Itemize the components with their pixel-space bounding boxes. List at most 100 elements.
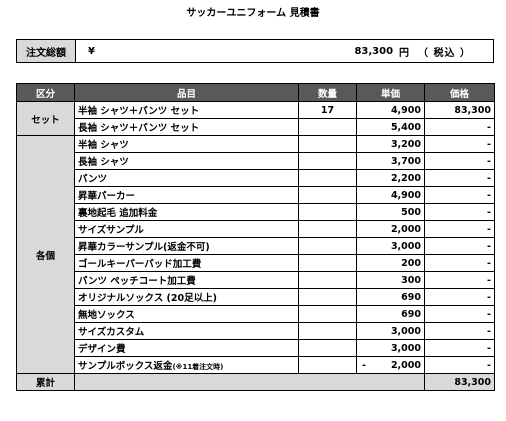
item-price: -	[424, 356, 495, 374]
item-price: -	[424, 186, 495, 204]
item-price: -	[424, 254, 495, 272]
item-quantity[interactable]	[298, 203, 357, 221]
yen-symbol: ¥	[88, 45, 95, 57]
header-unit-price: 単価	[356, 83, 425, 102]
item-quantity[interactable]: 17	[298, 101, 357, 119]
table-row: 昇華パーカー 4,900 -	[17, 186, 495, 204]
item-quantity[interactable]	[298, 186, 357, 204]
item-unit-price: 690	[356, 305, 425, 323]
item-unit-price: 5,400	[356, 118, 425, 136]
sum-label: 累計	[16, 373, 75, 391]
header-category: 区分	[16, 83, 75, 102]
item-unit-price: 200	[356, 254, 425, 272]
item-unit-price: 300	[356, 271, 425, 289]
item-unit-price: 3,000	[356, 322, 425, 340]
table-row: 無地ソックス 690 -	[17, 305, 495, 323]
item-unit-price: 3,200	[356, 135, 425, 153]
order-total-tax-note: （ 税込 ）	[418, 47, 471, 59]
item-price: -	[424, 339, 495, 357]
table-row: セット 半袖 シャツ＋パンツ セット 17 4,900 83,300	[16, 101, 495, 136]
table-row: 長袖 シャツ 3,700 -	[17, 152, 495, 170]
table-row: 裏地起毛 追加料金 500 -	[17, 203, 495, 221]
item-unit-price-value: 2,000	[390, 359, 421, 371]
table-row: サイズカスタム 3,000 -	[17, 322, 495, 340]
item-name: 昇華パーカー	[74, 186, 299, 204]
item-unit-price: 3,000	[356, 339, 425, 357]
item-price: -	[424, 271, 495, 289]
item-quantity[interactable]	[298, 152, 357, 170]
item-quantity[interactable]	[298, 305, 357, 323]
item-price: -	[424, 288, 495, 306]
sum-total: 83,300	[424, 373, 495, 391]
order-total-amount: 83,300	[354, 45, 394, 57]
item-name: オリジナルソックス (20足以上)	[74, 288, 299, 306]
item-quantity[interactable]	[298, 237, 357, 255]
item-name: 昇華カラーサンプル(返金不可)	[74, 237, 299, 255]
quote-table: 区分 品目 数量 単価 価格 セット 半袖 シャツ＋パンツ セット 17 4,9…	[16, 83, 495, 391]
item-quantity[interactable]	[298, 288, 357, 306]
table-row: サイズサンプル 2,000 -	[17, 220, 495, 238]
item-name: 裏地起毛 追加料金	[74, 203, 299, 221]
item-unit-price: 2,200	[356, 169, 425, 187]
negative-sign: -	[362, 359, 366, 371]
item-unit-price: - 2,000	[356, 356, 425, 374]
item-price: -	[424, 118, 495, 136]
header-price: 価格	[424, 83, 495, 102]
item-unit-price: 500	[356, 203, 425, 221]
item-unit-price: 690	[356, 288, 425, 306]
table-row: 昇華カラーサンプル(返金不可) 3,000 -	[17, 237, 495, 255]
item-name: サイズサンプル	[74, 220, 299, 238]
item-quantity[interactable]	[298, 271, 357, 289]
item-quantity[interactable]	[298, 254, 357, 272]
item-name: パンツ ペッチコート加工費	[74, 271, 299, 289]
sum-spacer	[74, 373, 425, 391]
category-each: 各個	[16, 135, 75, 374]
item-price: -	[424, 237, 495, 255]
item-unit-price: 4,900	[356, 101, 425, 119]
sum-row: 累計 83,300	[16, 373, 495, 391]
item-quantity[interactable]	[298, 118, 357, 136]
table-header-row: 区分 品目 数量 単価 価格	[16, 83, 495, 102]
table-row: パンツ 2,200 -	[17, 169, 495, 187]
table-row: ゴールキーパーパッド加工費 200 -	[17, 254, 495, 272]
item-name: 半袖 シャツ	[74, 135, 299, 153]
order-total-box: 注文総額 ¥ 83,300 円 （ 税込 ）	[16, 39, 494, 63]
header-item: 品目	[74, 83, 299, 102]
item-quantity[interactable]	[298, 322, 357, 340]
item-name: 長袖 シャツ＋パンツ セット	[74, 118, 299, 136]
item-unit-price: 4,900	[356, 186, 425, 204]
table-row: デザイン費 3,000 -	[17, 339, 495, 357]
table-row: サンプルボックス返金(※11着注文時) -2,000 -	[17, 356, 495, 374]
item-price: -	[424, 169, 495, 187]
item-name: 長袖 シャツ	[74, 152, 299, 170]
item-name: サイズカスタム	[74, 322, 299, 340]
table-row: パンツ ペッチコート加工費 300 -	[17, 271, 495, 289]
item-price: -	[424, 220, 495, 238]
item-name: 無地ソックス	[74, 305, 299, 323]
page-title: サッカーユニフォーム 見積書	[186, 8, 320, 19]
item-price: -	[424, 135, 495, 153]
item-price: -	[424, 305, 495, 323]
header-quantity: 数量	[298, 83, 357, 102]
item-quantity[interactable]	[298, 339, 357, 357]
item-unit-price: 3,700	[356, 152, 425, 170]
table-row: 長袖 シャツ＋パンツ セット 5,400 -	[17, 118, 495, 136]
item-unit-price: 3,000	[356, 237, 425, 255]
item-quantity[interactable]	[298, 356, 357, 374]
item-name: デザイン費	[74, 339, 299, 357]
table-row: 各個 半袖 シャツ 3,200 -	[16, 135, 495, 374]
order-total-unit: 円	[399, 47, 411, 59]
item-note: (※11着注文時)	[172, 363, 224, 371]
item-price: -	[424, 322, 495, 340]
item-price: -	[424, 203, 495, 221]
item-quantity[interactable]	[298, 135, 357, 153]
item-name-text: サンプルボックス返金	[78, 361, 173, 372]
item-name: サンプルボックス返金(※11着注文時)	[74, 356, 299, 374]
table-row: オリジナルソックス (20足以上) 690 -	[17, 288, 495, 306]
item-quantity[interactable]	[298, 169, 357, 187]
item-price: 83,300	[424, 101, 495, 119]
item-quantity[interactable]	[298, 220, 357, 238]
item-price: -	[424, 152, 495, 170]
order-total-label: 注文総額	[17, 40, 76, 62]
item-name: 半袖 シャツ＋パンツ セット	[74, 101, 299, 119]
